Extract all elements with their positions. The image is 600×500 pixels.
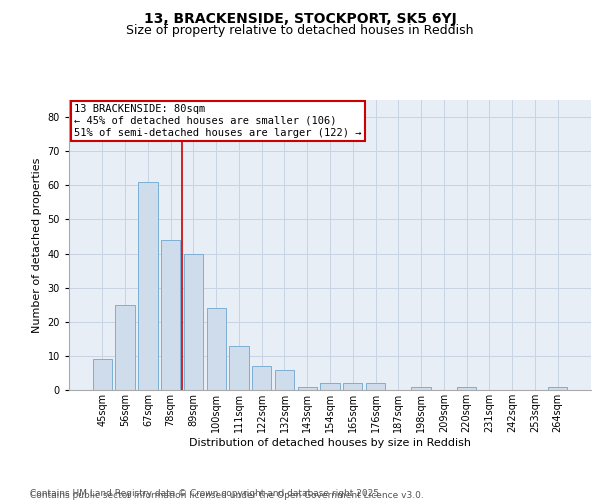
Bar (457, 386, 476, 390)
Bar (366, 383, 385, 390)
Text: 13, BRACKENSIDE, STOCKPORT, SK5 6YJ: 13, BRACKENSIDE, STOCKPORT, SK5 6YJ (143, 12, 457, 26)
Bar (298, 386, 317, 390)
Bar (275, 370, 294, 390)
X-axis label: Distribution of detached houses by size in Reddish: Distribution of detached houses by size … (189, 438, 471, 448)
Y-axis label: Number of detached properties: Number of detached properties (32, 158, 42, 332)
Bar (320, 383, 340, 390)
Bar (343, 383, 362, 390)
Bar (184, 254, 203, 390)
Bar (138, 182, 158, 390)
Text: Contains public sector information licensed under the Open Government Licence v3: Contains public sector information licen… (30, 491, 424, 500)
Bar (115, 304, 135, 390)
Bar (412, 386, 431, 390)
Bar (206, 308, 226, 390)
Bar (161, 240, 181, 390)
Text: Contains HM Land Registry data © Crown copyright and database right 2025.: Contains HM Land Registry data © Crown c… (30, 488, 382, 498)
Bar (548, 386, 567, 390)
Bar (252, 366, 271, 390)
Text: Size of property relative to detached houses in Reddish: Size of property relative to detached ho… (126, 24, 474, 37)
Bar (93, 360, 112, 390)
Text: 13 BRACKENSIDE: 80sqm
← 45% of detached houses are smaller (106)
51% of semi-det: 13 BRACKENSIDE: 80sqm ← 45% of detached … (74, 104, 362, 138)
Bar (229, 346, 248, 390)
